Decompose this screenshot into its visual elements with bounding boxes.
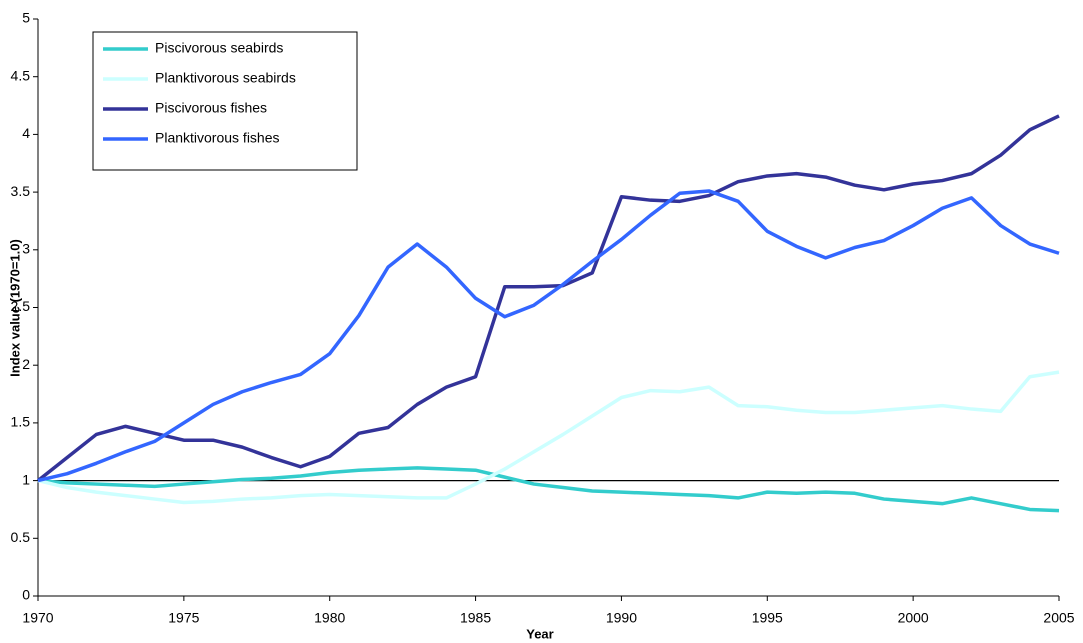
- x-tick-label: 1975: [168, 610, 199, 626]
- x-tick-label: 2000: [898, 610, 929, 626]
- y-tick-label: 0: [22, 587, 30, 603]
- y-axis-title: Index value (1970=1.0): [7, 239, 22, 377]
- series-line: [37, 466, 1060, 513]
- x-tick-label: 1970: [22, 610, 53, 626]
- x-tick-label: 1985: [460, 610, 491, 626]
- legend-box: [92, 31, 358, 171]
- series-line: [37, 370, 1060, 505]
- y-tick-label: 2: [22, 356, 30, 372]
- series-line: [37, 189, 1060, 483]
- x-tick-label: 1980: [314, 610, 345, 626]
- x-tick-label: 1990: [606, 610, 637, 626]
- y-tick-label: 3: [22, 241, 30, 257]
- y-tick-label: 1.5: [11, 414, 31, 430]
- y-tick-label: 4: [22, 125, 30, 141]
- series-line: [36, 114, 1060, 482]
- y-tick-label: 4.5: [11, 67, 31, 83]
- y-tick-label: 1: [22, 471, 30, 487]
- y-tick-label: 0.5: [11, 529, 31, 545]
- legend-label: Piscivorous fishes: [155, 100, 267, 116]
- legend-label: Piscivorous seabirds: [155, 40, 283, 56]
- x-tick-label: 2005: [1043, 610, 1074, 626]
- x-tick-label: 1995: [752, 610, 783, 626]
- legend-label: Planktivorous fishes: [155, 130, 280, 146]
- x-axis-title: Year: [526, 626, 553, 641]
- y-tick-label: 5: [22, 10, 30, 26]
- y-tick-label: 3.5: [11, 183, 31, 199]
- legend-label: Planktivorous seabirds: [155, 70, 296, 86]
- y-tick-label: 2.5: [11, 298, 31, 314]
